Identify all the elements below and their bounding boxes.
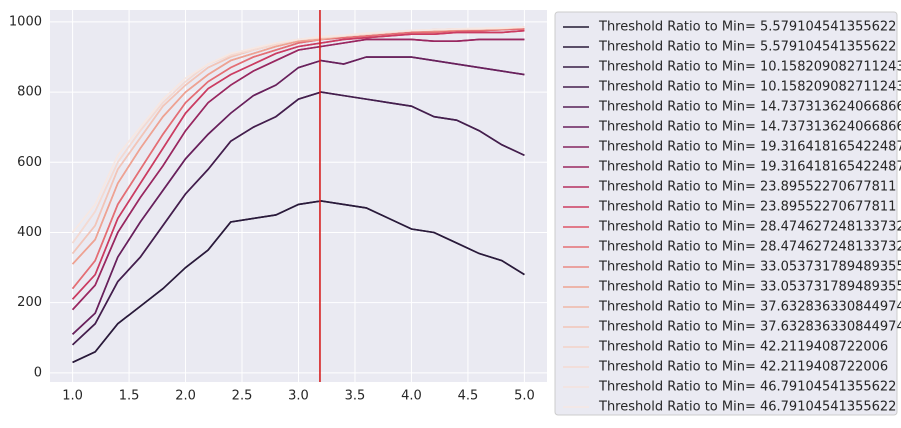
y-tick-label: 800 [17,85,42,100]
line [72,91,525,346]
x-tick-label: 1.0 [62,389,83,404]
legend-label: Threshold Ratio to Min= 23.8955227067781… [598,180,896,195]
legend-label: Threshold Ratio to Min= 5.57910454135562… [598,40,896,55]
line [72,29,525,300]
legend-label: Threshold Ratio to Min= 23.8955227067781… [598,200,896,215]
y-tick-label: 1000 [9,14,42,29]
x-tick-label: 1.5 [119,389,140,404]
legend-label: Threshold Ratio to Min= 10.1582090827112… [598,60,901,75]
x-tick-label: 2.0 [175,389,196,404]
y-tick-label: 400 [17,225,42,240]
legend-box [554,11,898,416]
x-tick-label: 4.0 [401,389,422,404]
line [72,26,525,265]
line [71,28,525,290]
legend-label: Threshold Ratio to Min= 37.6328363308449… [598,300,901,315]
legend-label: Threshold Ratio to Min= 46.7910454135562… [598,400,896,415]
legend-label: Threshold Ratio to Min= 5.57910454135562… [598,20,896,35]
legend-label: Threshold Ratio to Min= 10.1582090827112… [598,80,901,95]
legend-label: Threshold Ratio to Min= 28.4746272481337… [598,240,901,255]
legend-label: Threshold Ratio to Min= 19.3164181654224… [598,160,901,175]
y-tick-label: 0 [34,365,42,380]
legend-label: Threshold Ratio to Min= 46.7910454135562… [598,380,896,395]
x-tick-label: 5.0 [514,389,535,404]
legend-label: Threshold Ratio to Min= 28.4746272481337… [598,220,901,235]
legend-label: Threshold Ratio to Min= 14.7373136240668… [598,120,901,135]
line [71,26,525,233]
legend-label: Threshold Ratio to Min= 19.3164181654224… [598,140,901,155]
y-tick-label: 200 [17,295,42,310]
line [72,38,525,311]
line [72,56,525,335]
x-tick-label: 3.5 [345,389,366,404]
y-tick-label: 600 [17,155,42,170]
x-tick-label: 2.5 [232,389,253,404]
x-tick-label: 4.5 [458,389,479,404]
line [72,200,525,364]
legend-label: Threshold Ratio to Min= 42.2119408722006 [598,340,888,355]
legend-label: Threshold Ratio to Min= 42.2119408722006 [598,360,888,375]
legend-label: Threshold Ratio to Min= 37.6328363308449… [598,320,901,335]
legend-label: Threshold Ratio to Min= 33.0537317894893… [598,280,901,295]
x-tick-label: 3.0 [288,389,309,404]
legend-label: Threshold Ratio to Min= 14.7373136240668… [598,100,901,115]
legend-label: Threshold Ratio to Min= 33.0537317894893… [598,260,901,275]
